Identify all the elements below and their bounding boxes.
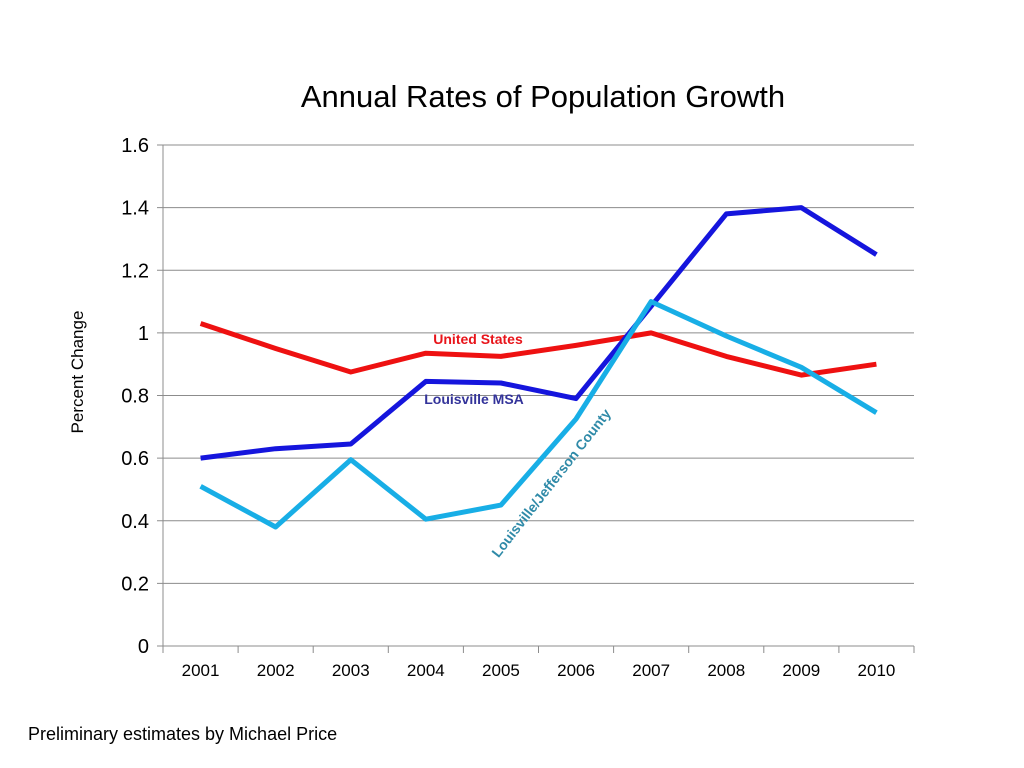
y-tick-label: 0.6 [121,448,149,470]
y-tick-label: 1 [138,323,149,345]
series-label-louisville-msa: Louisville MSA [424,391,524,407]
y-tick-label: 1.4 [121,198,149,220]
series-lines [199,205,878,530]
series-line-louisville-msa [200,205,878,461]
x-tick-label: 2001 [182,661,220,680]
axes [157,144,915,653]
x-tick-label: 2010 [858,661,896,680]
series-labels: United States Louisville MSALouisville/Je… [424,331,614,560]
footnote: Preliminary estimates by Michael Price [28,724,338,744]
x-tick-label: 2006 [557,661,595,680]
y-tick-label: 1.6 [121,135,149,157]
x-tick-label: 2004 [407,661,445,680]
chart-title: Annual Rates of Population Growth [301,79,785,114]
series-label-louisville-jefferson-county: Louisville/Jefferson County [488,405,614,560]
y-tick-label: 0.4 [121,511,149,533]
y-tick-label: 0.8 [121,386,149,408]
x-tick-label: 2009 [782,661,820,680]
tick-labels: 0 0.2 0.4 0.6 0.8 1 1.2 1.4 1.6 2001 2002 2003 2004 2… [121,135,895,680]
gridlines [163,144,914,584]
series-line-louisville-jefferson-county [199,299,878,530]
y-tick-label: 1.2 [121,260,149,282]
x-tick-label: 2003 [332,661,370,680]
x-tick-label: 2008 [707,661,745,680]
x-tick-label: 2007 [632,661,670,680]
y-axis-label: Percent Change [68,311,87,434]
y-tick-label: 0.2 [121,573,149,595]
y-tick-label: 0 [138,636,149,658]
x-tick-label: 2005 [482,661,520,680]
x-tick-label: 2002 [257,661,295,680]
series-line-united-states [199,321,877,378]
series-label-united-states: United States [433,331,523,347]
